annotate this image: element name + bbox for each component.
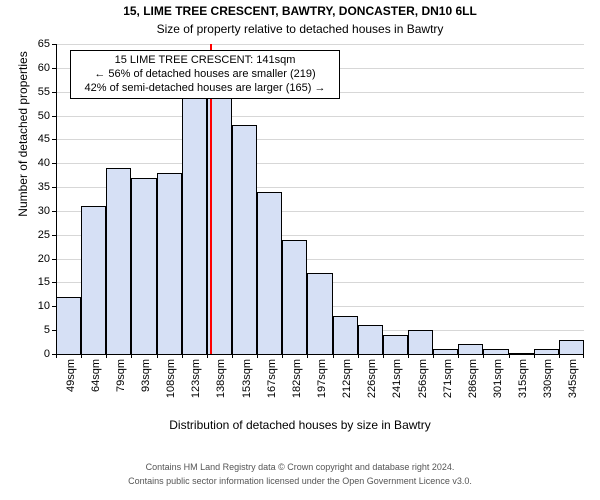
info-box-line: 42% of semi-detached houses are larger (…	[77, 82, 333, 96]
bar	[106, 168, 131, 354]
x-tick-label: 212sqm	[341, 359, 353, 409]
chart-subtitle: Size of property relative to detached ho…	[0, 22, 600, 36]
x-tick-label: 286sqm	[467, 359, 479, 409]
x-tick-label: 197sqm	[316, 359, 328, 409]
x-tick-label: 271sqm	[442, 359, 454, 409]
x-tick-label: 241sqm	[391, 359, 403, 409]
bar	[408, 330, 433, 354]
y-tick-label: 0	[28, 348, 50, 360]
y-tick-label: 45	[28, 133, 50, 145]
x-tick-label: 108sqm	[165, 359, 177, 409]
x-tick-label: 49sqm	[65, 359, 77, 409]
x-tick-label: 153sqm	[241, 359, 253, 409]
bar	[559, 340, 584, 354]
bar	[282, 240, 307, 354]
info-box-line: ← 56% of detached houses are smaller (21…	[77, 68, 333, 82]
x-tick-label: 345sqm	[567, 359, 579, 409]
chart-title: 15, LIME TREE CRESCENT, BAWTRY, DONCASTE…	[0, 4, 600, 18]
x-tick-label: 138sqm	[215, 359, 227, 409]
bar	[131, 178, 156, 354]
bar	[157, 173, 182, 354]
footnote-line-1: Contains HM Land Registry data © Crown c…	[0, 462, 600, 472]
gridline	[56, 139, 584, 140]
bar	[232, 125, 257, 354]
y-tick-label: 10	[28, 300, 50, 312]
bar	[458, 344, 483, 354]
x-axis-label: Distribution of detached houses by size …	[0, 418, 600, 432]
y-axis-line	[56, 44, 57, 354]
y-tick-label: 60	[28, 62, 50, 74]
bar	[358, 325, 383, 354]
x-tick-label: 315sqm	[517, 359, 529, 409]
footnote-line-2: Contains public sector information licen…	[0, 476, 600, 486]
y-tick-label: 40	[28, 157, 50, 169]
x-tick-label: 226sqm	[366, 359, 378, 409]
bar	[257, 192, 282, 354]
y-tick-label: 55	[28, 86, 50, 98]
x-tick-label: 79sqm	[115, 359, 127, 409]
y-tick-label: 50	[28, 110, 50, 122]
bar	[182, 92, 207, 354]
x-tick-label: 167sqm	[266, 359, 278, 409]
x-tick-label: 93sqm	[140, 359, 152, 409]
y-tick-label: 20	[28, 253, 50, 265]
bar	[81, 206, 106, 354]
bar	[307, 273, 332, 354]
y-tick-label: 65	[28, 38, 50, 50]
info-box: 15 LIME TREE CRESCENT: 141sqm← 56% of de…	[70, 50, 340, 99]
gridline	[56, 44, 584, 45]
y-tick-label: 35	[28, 181, 50, 193]
bar	[383, 335, 408, 354]
bar	[56, 297, 81, 354]
x-axis-line	[56, 354, 584, 355]
x-tick-label: 123sqm	[190, 359, 202, 409]
y-tick-label: 5	[28, 324, 50, 336]
x-tick-label: 256sqm	[417, 359, 429, 409]
x-tick-label: 64sqm	[90, 359, 102, 409]
bar	[333, 316, 358, 354]
x-tick-label: 182sqm	[291, 359, 303, 409]
x-tick-label: 330sqm	[542, 359, 554, 409]
chart-container: 15, LIME TREE CRESCENT, BAWTRY, DONCASTE…	[0, 0, 600, 500]
gridline	[56, 163, 584, 164]
y-tick-label: 25	[28, 229, 50, 241]
x-tick-label: 301sqm	[492, 359, 504, 409]
y-tick-label: 15	[28, 276, 50, 288]
y-tick-label: 30	[28, 205, 50, 217]
info-box-line: 15 LIME TREE CRESCENT: 141sqm	[77, 54, 333, 68]
gridline	[56, 116, 584, 117]
